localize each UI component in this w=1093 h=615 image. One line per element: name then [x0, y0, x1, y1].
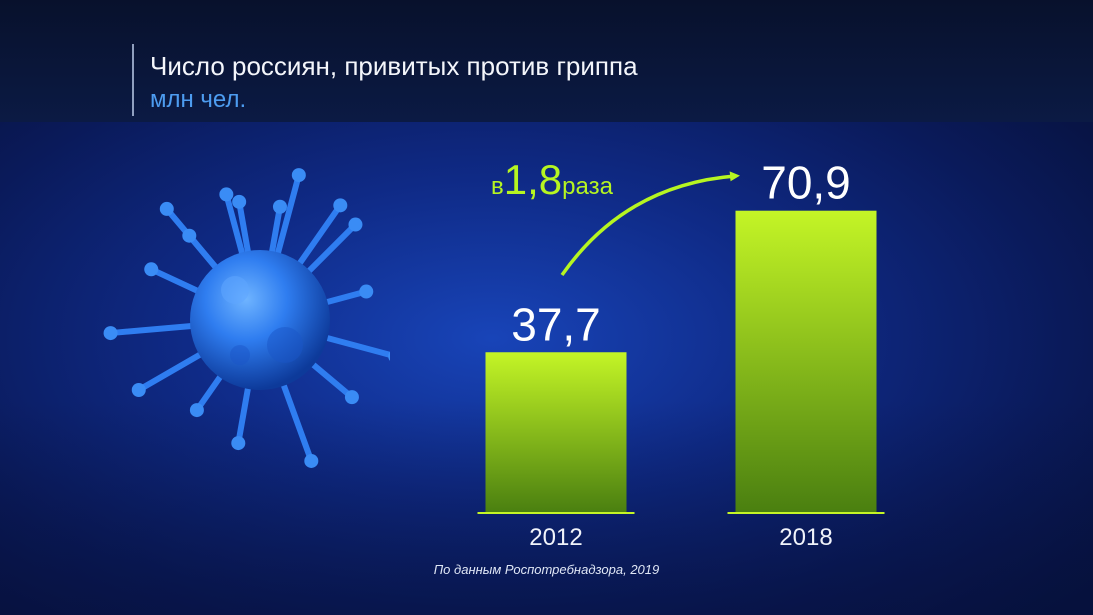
value-label-2012: 37,7	[511, 298, 601, 350]
chart-unit-label: млн чел.	[150, 86, 247, 113]
multiplier-suffix: раза	[562, 173, 613, 200]
bar-2012	[485, 352, 627, 513]
category-label-2018: 2018	[779, 524, 832, 551]
value-label-2018: 70,9	[761, 157, 851, 209]
curved-arrow-icon	[560, 171, 740, 277]
multiplier-prefix: в	[491, 173, 504, 200]
title-divider	[132, 44, 134, 116]
header-band	[0, 0, 1093, 122]
multiplier-value: 1,8	[503, 156, 563, 203]
chart-title: Число россиян, привитых против гриппа	[150, 51, 638, 81]
category-label-2012: 2012	[529, 524, 582, 551]
virus-icon	[103, 168, 390, 468]
bar-2018	[735, 210, 877, 513]
growth-multiplier: в1,8раза	[491, 156, 613, 204]
source-note: По данным Роспотребнадзора, 2019	[433, 562, 660, 577]
